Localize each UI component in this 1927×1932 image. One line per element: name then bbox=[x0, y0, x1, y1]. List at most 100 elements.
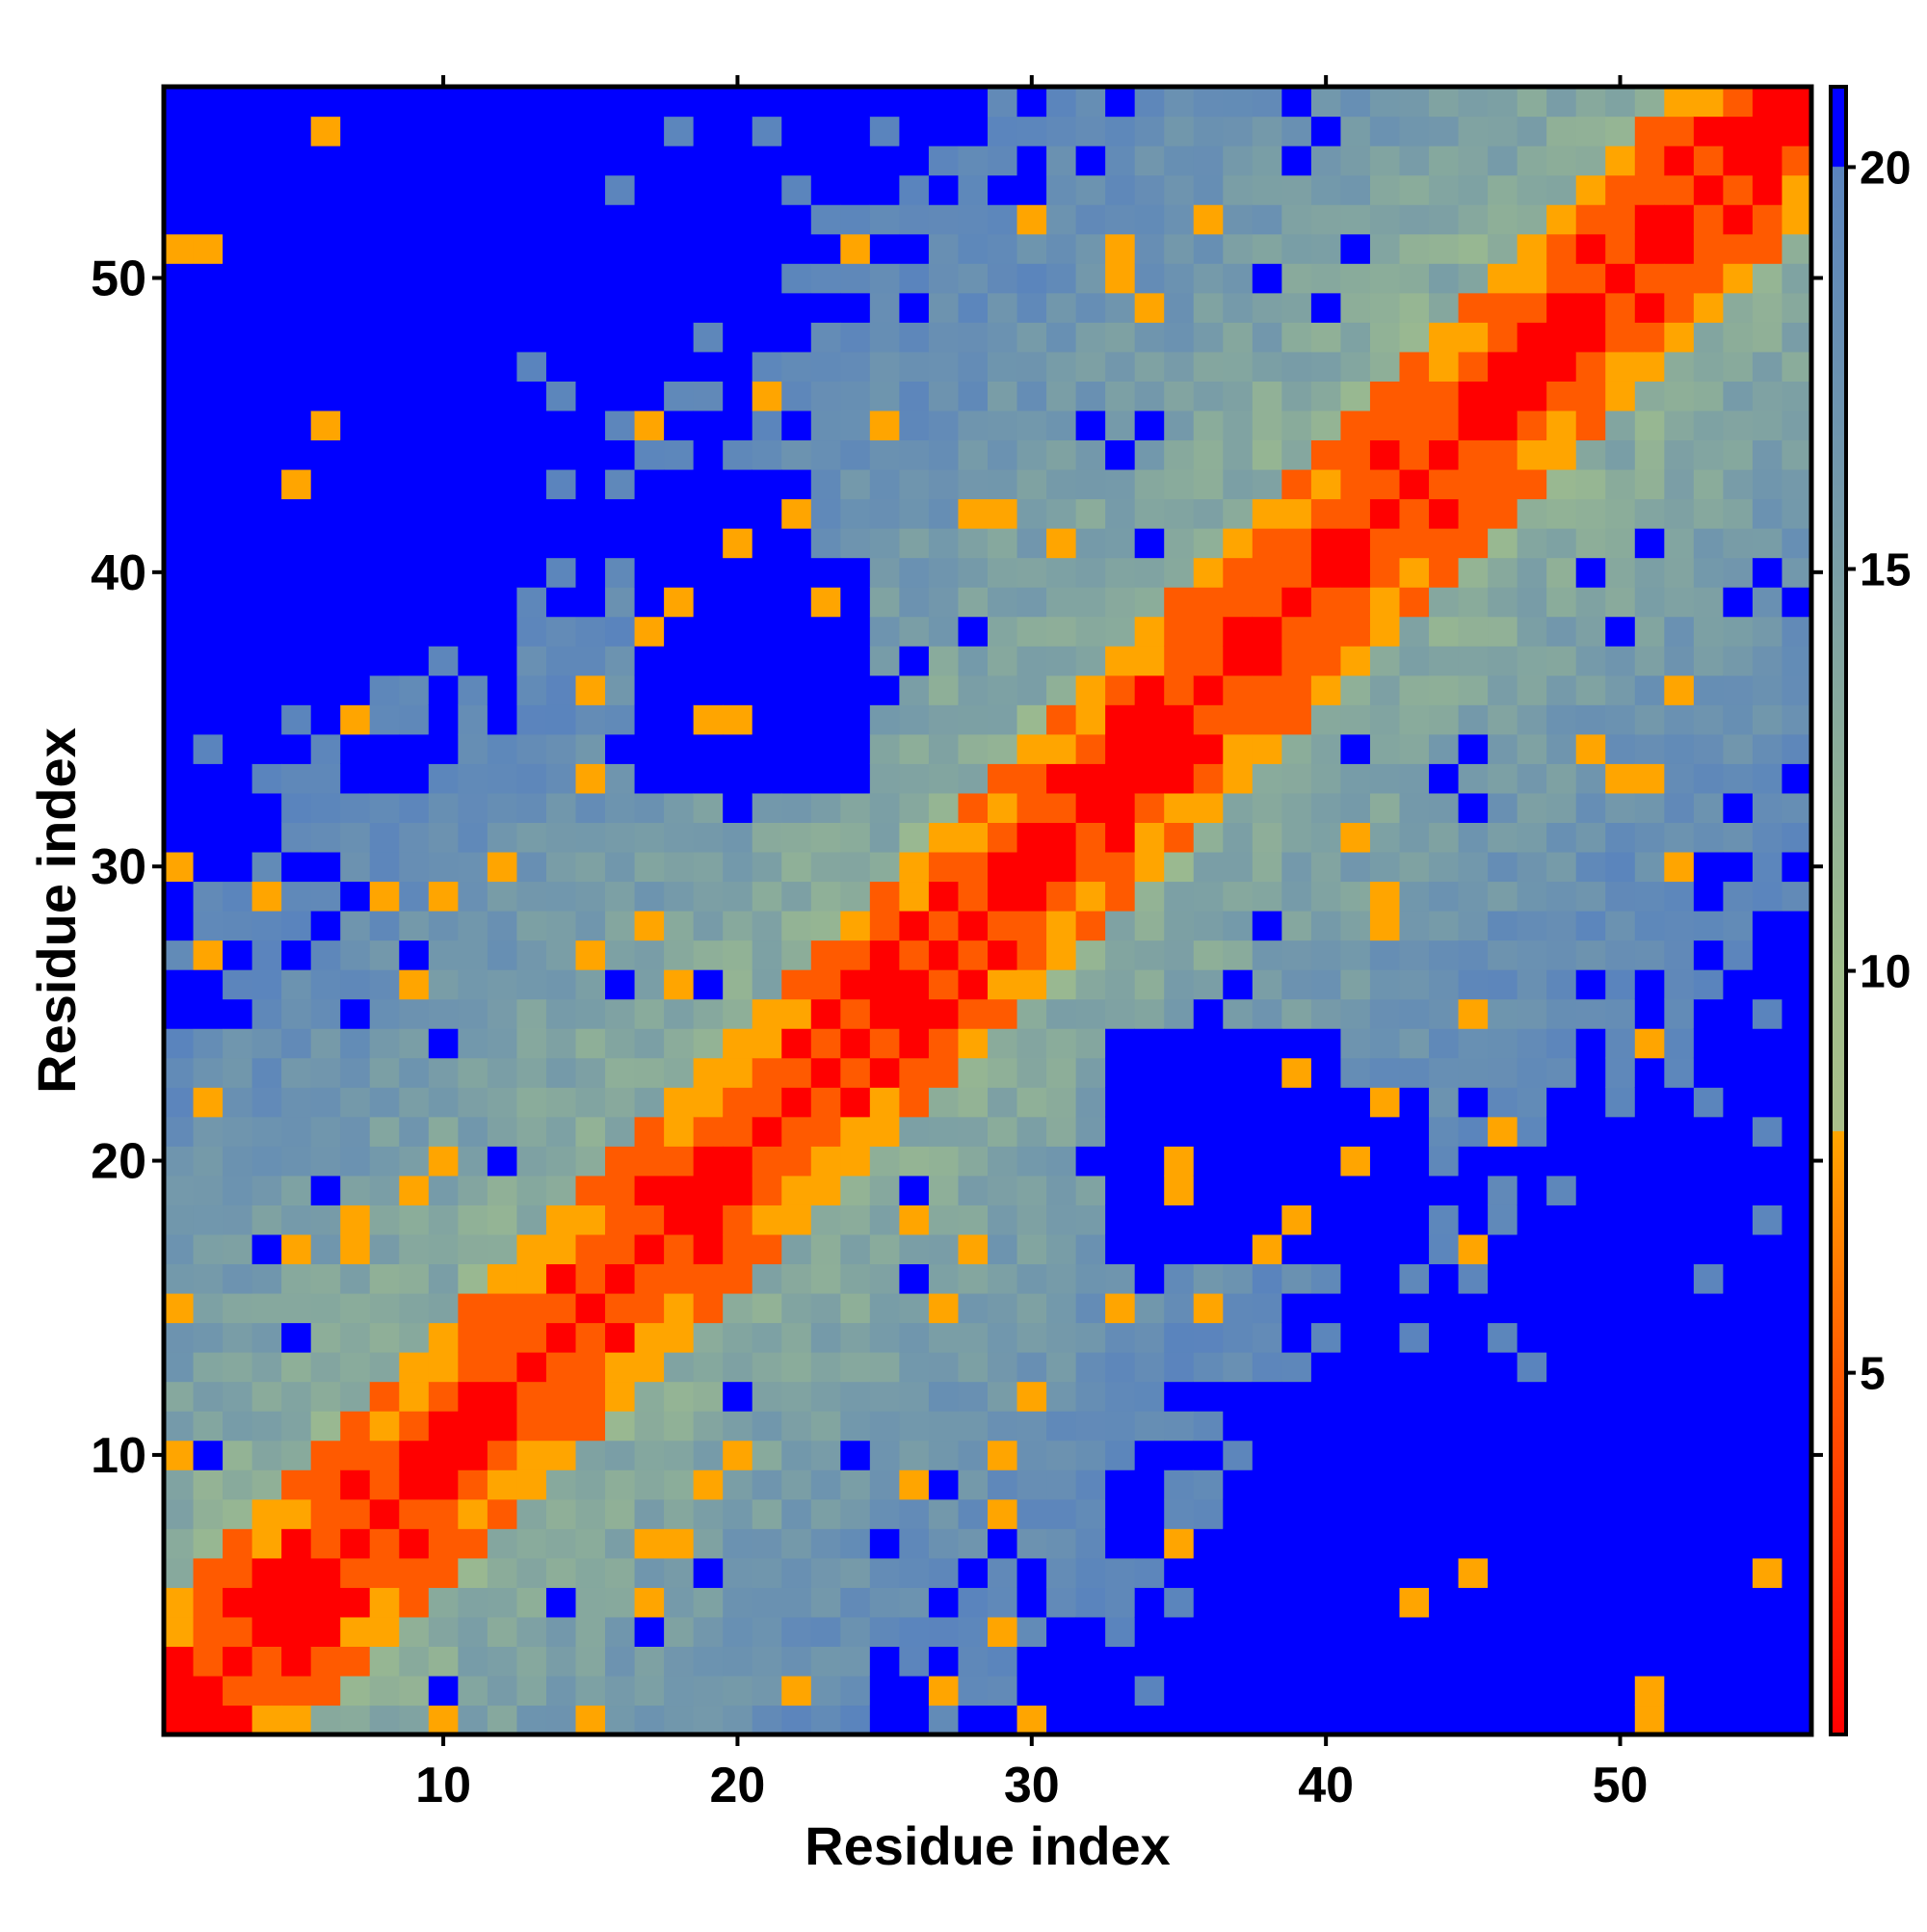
heatmap-cell bbox=[310, 881, 341, 912]
heatmap-cell bbox=[1605, 616, 1636, 647]
heatmap-cell bbox=[340, 1233, 371, 1265]
heatmap-cell bbox=[310, 1528, 341, 1559]
heatmap-cell bbox=[899, 410, 930, 441]
heatmap-cell bbox=[487, 1352, 518, 1383]
heatmap-cell bbox=[988, 1381, 1018, 1412]
heatmap-cell bbox=[693, 204, 724, 235]
heatmap-cell bbox=[1134, 1263, 1165, 1294]
heatmap-cell bbox=[1517, 204, 1547, 235]
heatmap-cell bbox=[1605, 1616, 1636, 1647]
heatmap-cell bbox=[928, 646, 960, 676]
heatmap-cell bbox=[193, 1528, 224, 1559]
heatmap-cell bbox=[840, 1411, 871, 1442]
heatmap-cell bbox=[1488, 1411, 1518, 1442]
heatmap-cell bbox=[634, 587, 665, 618]
heatmap-cell bbox=[693, 587, 724, 618]
heatmap-cell bbox=[840, 792, 871, 823]
heatmap-cell bbox=[1223, 1028, 1254, 1059]
heatmap-cell bbox=[605, 646, 636, 676]
heatmap-cell bbox=[458, 263, 488, 294]
heatmap-cell bbox=[193, 851, 224, 883]
heatmap-cell bbox=[664, 1381, 695, 1412]
heatmap-cell bbox=[1664, 1028, 1695, 1059]
heatmap-cell bbox=[545, 498, 577, 529]
heatmap-cell bbox=[545, 851, 577, 883]
heatmap-cell bbox=[1399, 881, 1430, 912]
heatmap-cell bbox=[1429, 1292, 1460, 1324]
heatmap-cell bbox=[428, 146, 459, 176]
heatmap-cell bbox=[310, 292, 341, 323]
heatmap-cell bbox=[752, 998, 782, 1029]
heatmap-cell bbox=[723, 1263, 753, 1294]
heatmap-cell bbox=[428, 792, 459, 823]
heatmap-cell bbox=[664, 1204, 695, 1235]
heatmap-cell bbox=[810, 1675, 841, 1707]
heatmap-cell bbox=[545, 233, 577, 264]
heatmap-cell bbox=[1016, 263, 1047, 294]
heatmap-cell bbox=[988, 1440, 1018, 1470]
heatmap-cell bbox=[1517, 381, 1547, 411]
heatmap-cell bbox=[340, 1028, 371, 1059]
heatmap-cell bbox=[634, 1204, 665, 1235]
heatmap-cell bbox=[752, 1204, 782, 1235]
heatmap-cell bbox=[1693, 1616, 1724, 1647]
heatmap-cell bbox=[1281, 616, 1312, 647]
heatmap-cell bbox=[1046, 1705, 1077, 1735]
heatmap-cell bbox=[1575, 351, 1606, 382]
heatmap-cell bbox=[1164, 1528, 1195, 1559]
heatmap-cell bbox=[664, 116, 695, 146]
heatmap-cell bbox=[164, 1146, 195, 1177]
heatmap-cell bbox=[281, 1705, 312, 1735]
heatmap-cell bbox=[164, 1440, 195, 1470]
heatmap-cell bbox=[1134, 1146, 1165, 1177]
heatmap-cell bbox=[1546, 763, 1577, 794]
heatmap-cell bbox=[1693, 1087, 1724, 1118]
heatmap-cell bbox=[399, 1528, 430, 1559]
heatmap-cell bbox=[605, 851, 636, 883]
heatmap-cell bbox=[1752, 940, 1783, 970]
heatmap-cell bbox=[340, 1646, 371, 1677]
heatmap-cell bbox=[752, 263, 782, 294]
heatmap-cell bbox=[399, 675, 430, 705]
y-tick-label: 10 bbox=[91, 1428, 146, 1484]
heatmap-cell bbox=[1369, 733, 1401, 764]
heatmap-cell bbox=[1164, 822, 1195, 853]
heatmap-cell bbox=[928, 322, 960, 353]
heatmap-cell bbox=[1723, 1557, 1754, 1588]
heatmap-cell bbox=[1399, 1616, 1430, 1647]
heatmap-cell bbox=[1016, 1675, 1047, 1707]
heatmap-cell bbox=[458, 1498, 488, 1529]
heatmap-cell bbox=[840, 1146, 871, 1177]
heatmap-cell bbox=[1252, 940, 1282, 970]
heatmap-cell bbox=[487, 116, 518, 146]
heatmap-cell bbox=[634, 940, 665, 970]
heatmap-cell bbox=[251, 733, 282, 764]
heatmap-cell bbox=[1134, 1469, 1165, 1500]
heatmap-cell bbox=[1134, 498, 1165, 529]
heatmap-cell bbox=[1488, 1146, 1518, 1177]
heatmap-cell bbox=[958, 1411, 989, 1442]
heatmap-cell bbox=[1193, 322, 1224, 353]
heatmap-cell bbox=[1105, 998, 1136, 1029]
heatmap-cell bbox=[1693, 1675, 1724, 1707]
heatmap-cell bbox=[1369, 851, 1401, 883]
heatmap-cell bbox=[1488, 1057, 1518, 1088]
heatmap-cell bbox=[1782, 1411, 1812, 1442]
heatmap-cell bbox=[575, 204, 606, 235]
heatmap-cell bbox=[310, 1322, 341, 1353]
heatmap-cell bbox=[634, 881, 665, 912]
heatmap-cell bbox=[664, 851, 695, 883]
heatmap-cell bbox=[1693, 940, 1724, 970]
heatmap-cell bbox=[693, 822, 724, 853]
heatmap-cell bbox=[458, 1411, 488, 1442]
heatmap-cell bbox=[281, 1469, 312, 1500]
heatmap-cell bbox=[1310, 1498, 1342, 1529]
heatmap-cell bbox=[399, 1469, 430, 1500]
heatmap-cell bbox=[1223, 263, 1254, 294]
heatmap-cell bbox=[1016, 1292, 1047, 1324]
heatmap-cell bbox=[310, 704, 341, 735]
heatmap-cell bbox=[340, 263, 371, 294]
heatmap-cell bbox=[958, 1146, 989, 1177]
heatmap-cell bbox=[223, 1528, 253, 1559]
heatmap-cell bbox=[1046, 1087, 1077, 1118]
